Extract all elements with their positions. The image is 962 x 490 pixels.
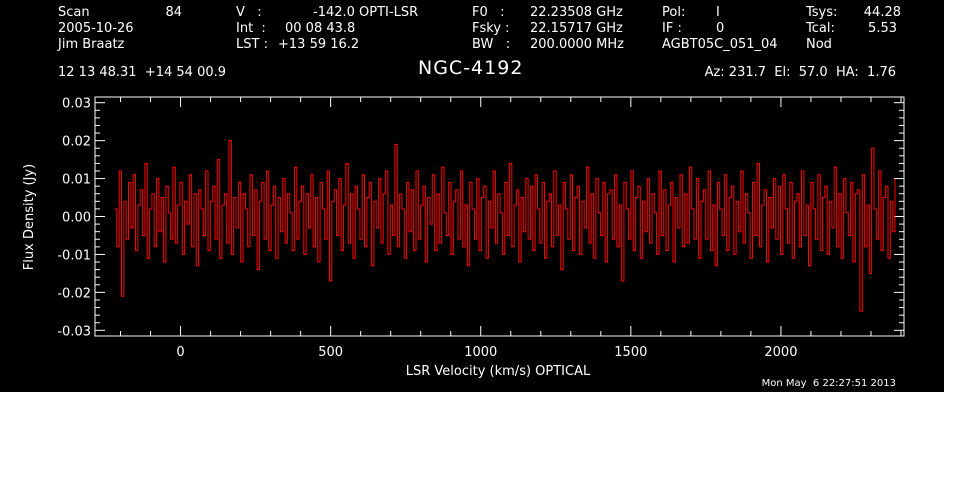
fsky-value: 22.15717 GHz — [530, 21, 623, 36]
polarization-label: Pol: — [662, 5, 686, 20]
az-el-ha-readout: Az: 231.7 El: 57.0 HA: 1.76 — [704, 65, 896, 80]
y-tick-label: 0.00 — [62, 211, 91, 226]
velocity-value: -142.0 OPTI-LSR — [313, 5, 419, 20]
tcal-value: 5.53 — [868, 21, 897, 36]
bandwidth-label: BW : — [472, 37, 511, 52]
chart-title: NGC-4192 — [418, 57, 524, 79]
x-tick-label: 500 — [318, 345, 343, 360]
spectrum-trace — [114, 140, 896, 312]
scan-label: Scan — [58, 5, 90, 20]
lst-label: LST : — [236, 37, 273, 52]
y-tick-label: -0.03 — [57, 324, 91, 339]
f0-value: 22.23508 GHz — [530, 5, 623, 20]
x-tick-label: 1000 — [464, 345, 497, 360]
f0-label: F0 : — [472, 5, 505, 20]
polarization-value: I — [716, 5, 720, 20]
source-coordinates: 12 13 48.31 +14 54 00.9 — [58, 65, 227, 80]
observing-mode: Nod — [806, 37, 832, 52]
y-tick-label: -0.02 — [57, 286, 91, 301]
tsys-value: 44.28 — [863, 5, 901, 20]
lst-value: +13 59 16.2 — [278, 37, 360, 52]
if-value: 0 — [716, 21, 725, 36]
y-tick-label: 0.01 — [62, 173, 91, 188]
x-axis-label: LSR Velocity (km/s) OPTICAL — [405, 364, 591, 379]
x-tick-label: 1500 — [614, 345, 647, 360]
if-label: IF : — [662, 21, 682, 36]
x-tick-label: 2000 — [764, 345, 797, 360]
tcal-label: Tcal: — [806, 21, 835, 36]
integration-label: Int : — [236, 21, 266, 36]
integration-value: 00 08 43.8 — [285, 21, 356, 36]
scan-number: 84 — [165, 5, 182, 20]
project-id: AGBT05C_051_04 — [662, 37, 778, 52]
fsky-label: Fsky : — [472, 21, 510, 36]
observer-name: Jim Braatz — [58, 37, 125, 52]
y-axis-label: Flux Density (Jy) — [22, 163, 37, 271]
y-tick-label: -0.01 — [57, 248, 91, 263]
y-tick-label: 0.03 — [62, 97, 91, 112]
x-tick-label: 0 — [176, 345, 184, 360]
bandwidth-value: 200.0000 MHz — [530, 37, 624, 52]
y-tick-label: 0.02 — [62, 135, 91, 150]
tsys-label: Tsys: — [806, 5, 838, 20]
plot-timestamp: Mon May 6 22:27:51 2013 — [761, 378, 896, 389]
observation-date: 2005-10-26 — [58, 21, 134, 36]
velocity-label: V : — [236, 5, 262, 20]
